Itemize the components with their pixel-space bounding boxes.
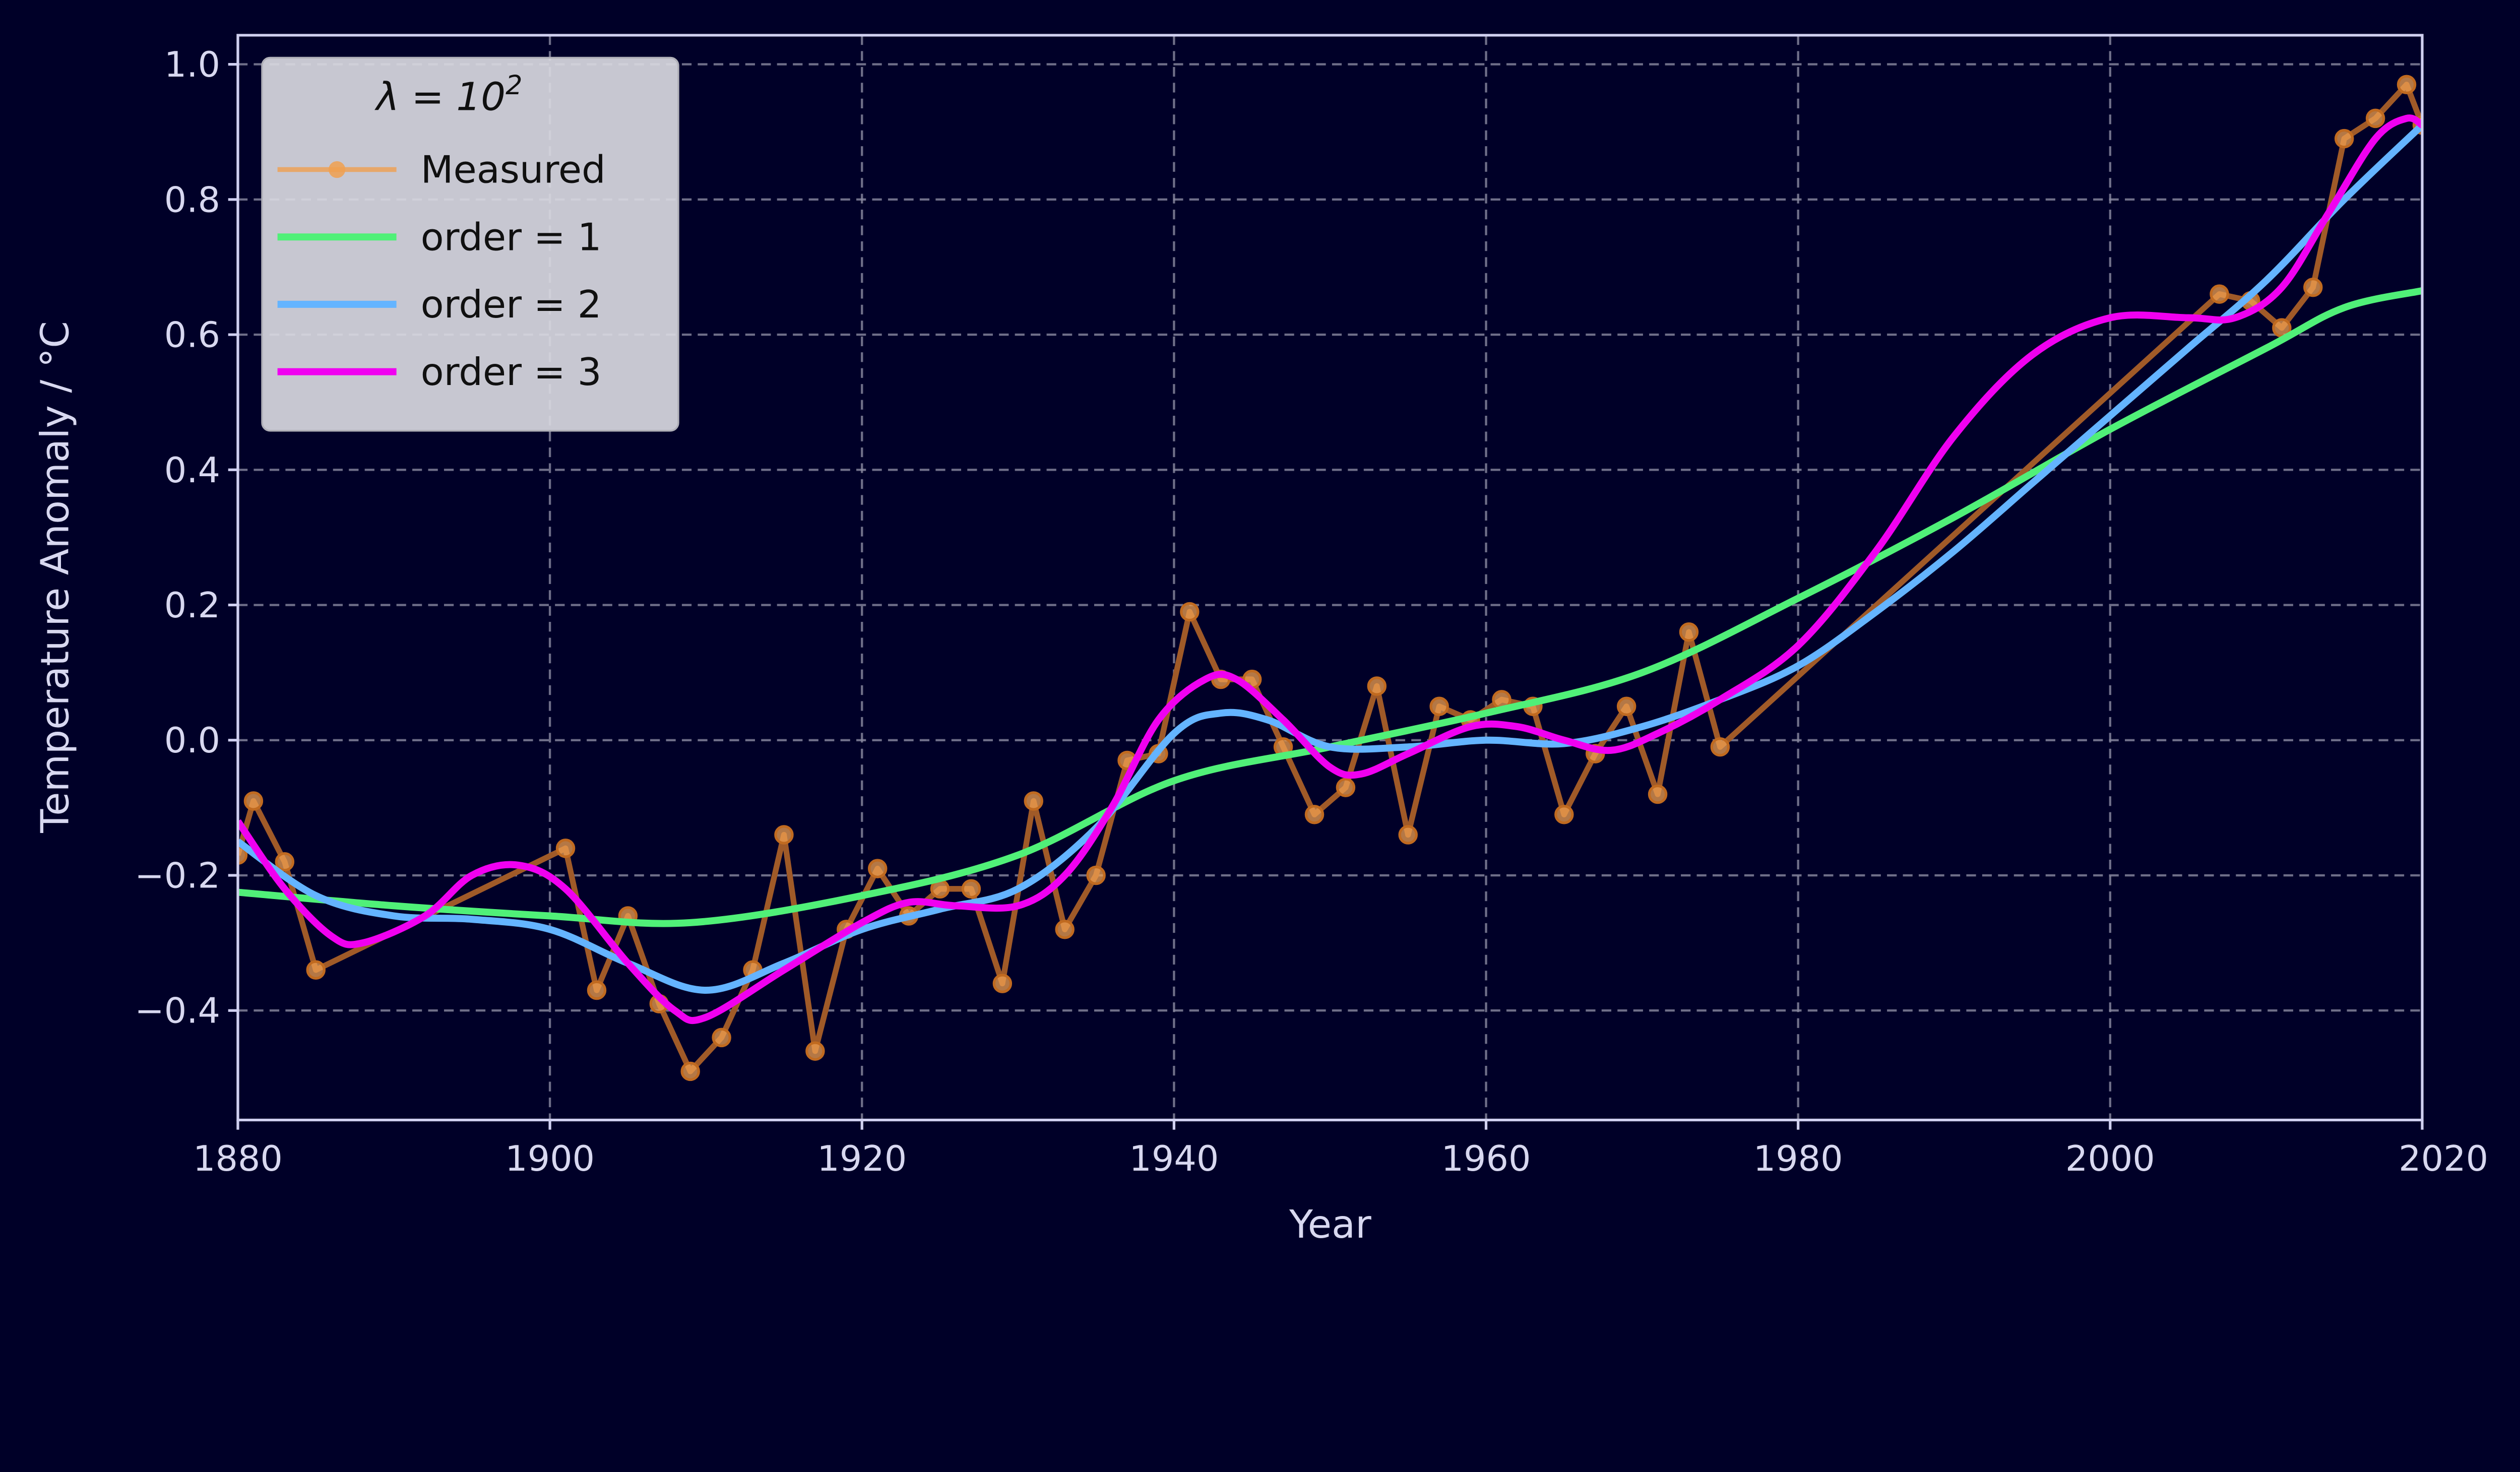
x-axis-label: Year	[1289, 1202, 1371, 1247]
measured-point	[1180, 602, 1200, 622]
legend-label: order = 1	[421, 215, 602, 259]
measured-point	[1648, 784, 1668, 804]
x-tick-label: 1880	[193, 1138, 283, 1179]
measured-point	[1024, 791, 1043, 811]
y-tick-label: 0.6	[164, 315, 220, 356]
y-tick-label: 1.0	[164, 44, 220, 85]
x-tick-label: 1940	[1129, 1138, 1219, 1179]
legend-title-base: λ = 10	[374, 75, 506, 119]
plot-frame	[236, 34, 2424, 1122]
x-tick-label: 2000	[2065, 1138, 2155, 1179]
measured-point	[1336, 778, 1356, 797]
measured-point	[243, 791, 264, 811]
measured-point	[555, 839, 576, 858]
series-order-1	[237, 287, 2422, 927]
legend-items: Measured order = 1 order = 2 order = 3	[277, 148, 606, 394]
legend-label: order = 3	[421, 350, 602, 394]
measured-point	[2303, 277, 2323, 297]
y-tick-label: 0.0	[164, 720, 220, 761]
y-tick-label: −0.4	[135, 991, 220, 1032]
x-tick-label: 1920	[817, 1138, 907, 1179]
measured-point	[306, 960, 326, 980]
measured-point	[2365, 108, 2385, 129]
measured-point	[1304, 805, 1325, 824]
fit-line	[237, 114, 2422, 1025]
legend-label: order = 2	[421, 282, 602, 327]
measured-point	[1710, 737, 1730, 757]
x-tick-label: 2020	[2399, 1138, 2488, 1179]
series-measured	[237, 75, 2422, 1081]
measured-point	[1055, 920, 1075, 939]
measured-point	[1679, 622, 1699, 642]
measured-point	[2397, 75, 2417, 95]
x-tick-label: 1980	[1753, 1138, 1843, 1179]
measured-point	[712, 1028, 731, 1048]
measured-point	[961, 879, 981, 899]
measured-point	[1086, 865, 1106, 885]
y-tick-label: −0.2	[135, 855, 220, 896]
y-tick-label: 0.2	[164, 585, 220, 626]
x-tick-label: 1960	[1441, 1138, 1531, 1179]
legend-label: Measured	[421, 148, 606, 192]
measured-point	[2334, 129, 2354, 149]
measured-point	[805, 1041, 825, 1061]
measured-point	[1429, 696, 1449, 716]
fit-line	[237, 287, 2422, 927]
measured-point	[237, 845, 248, 865]
measured-point	[1367, 676, 1387, 696]
measured-point	[1616, 696, 1636, 716]
legend: λ = 102 Measured order = 1 order = 2 order …	[261, 56, 679, 432]
temperature-chart: 1880 1900 1920 1940 1960 1980 2000 2020 −0.4 −0.2…	[33, 34, 2489, 1247]
legend-title: λ = 102	[374, 70, 522, 119]
measured-point	[1554, 805, 1574, 824]
measured-point	[992, 974, 1013, 993]
measured-point	[680, 1061, 700, 1081]
legend-title-exponent: 2	[506, 70, 522, 101]
series-group	[237, 75, 2422, 1081]
measured-point	[1398, 825, 1418, 845]
y-tick-label: 0.4	[164, 450, 220, 491]
legend-box	[261, 56, 679, 432]
y-axis-label: Temperature Anomaly / °C	[33, 321, 78, 834]
ticks: 1880 1900 1920 1940 1960 1980 2000 2020 −0.4 −0.2…	[135, 44, 2488, 1179]
x-tick-label: 1900	[505, 1138, 595, 1179]
measured-point	[774, 825, 794, 845]
legend-marker	[328, 161, 346, 178]
measured-point	[275, 852, 295, 872]
series-order-3	[237, 114, 2422, 1025]
y-tick-label: 0.8	[164, 179, 220, 220]
measured-point	[2210, 284, 2229, 304]
measured-point	[587, 980, 607, 1000]
measured-point	[867, 859, 888, 878]
